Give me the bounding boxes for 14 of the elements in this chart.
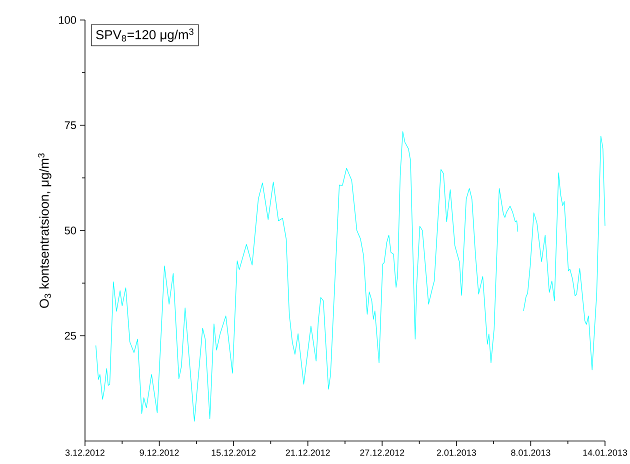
x-tick-label: 2.01.2013 [436,450,476,456]
y-tick-label: 25 [64,332,76,340]
x-tick-label: 21.12.2012 [286,450,330,456]
x-tick-label: 14.01.2013 [583,450,628,456]
y-tick-label: 100 [59,16,76,24]
annotation: SPV$_{8}$=120 μg/m$^{3}$ [96,28,194,42]
x-tick-label: 3.12.2012 [65,450,104,456]
y-tick-label: 50 [64,226,76,234]
y-axis-title: O$_{3}$ kontsentratsioon, μg/m$^{3}$ [38,153,52,308]
y-tick-label: 75 [64,121,76,130]
x-tick-label: 15.12.2012 [212,450,256,456]
x-tick-label: 9.12.2012 [140,450,179,456]
x-tick-label: 27.12.2012 [360,450,404,456]
x-tick-label: 8.01.2013 [511,450,550,456]
